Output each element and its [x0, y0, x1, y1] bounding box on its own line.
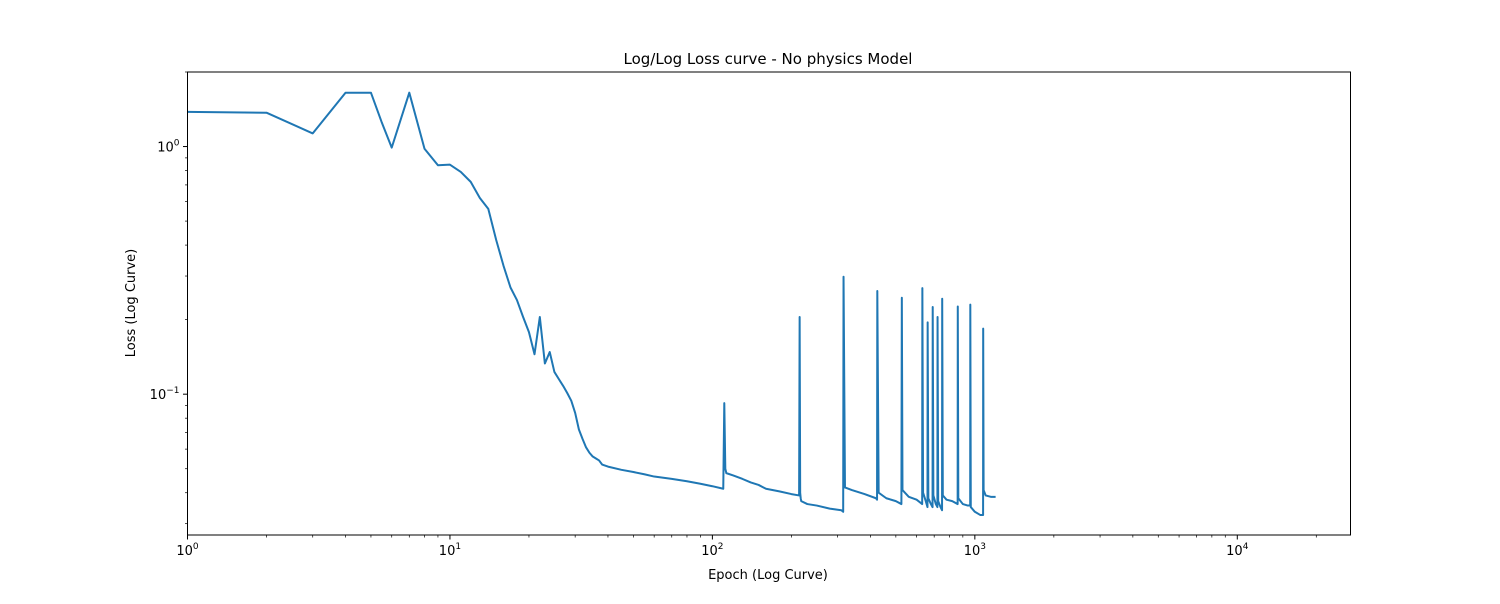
plot-area: [187, 91, 996, 517]
y-axis-label: Loss (Log Curve): [124, 249, 139, 358]
x-axis-label: Epoch (Log Curve): [708, 568, 828, 583]
loss-series-line: [187, 91, 996, 517]
chart-title: Log/Log Loss curve - No physics Model: [624, 50, 913, 68]
axes-frame: [187, 71, 1351, 536]
